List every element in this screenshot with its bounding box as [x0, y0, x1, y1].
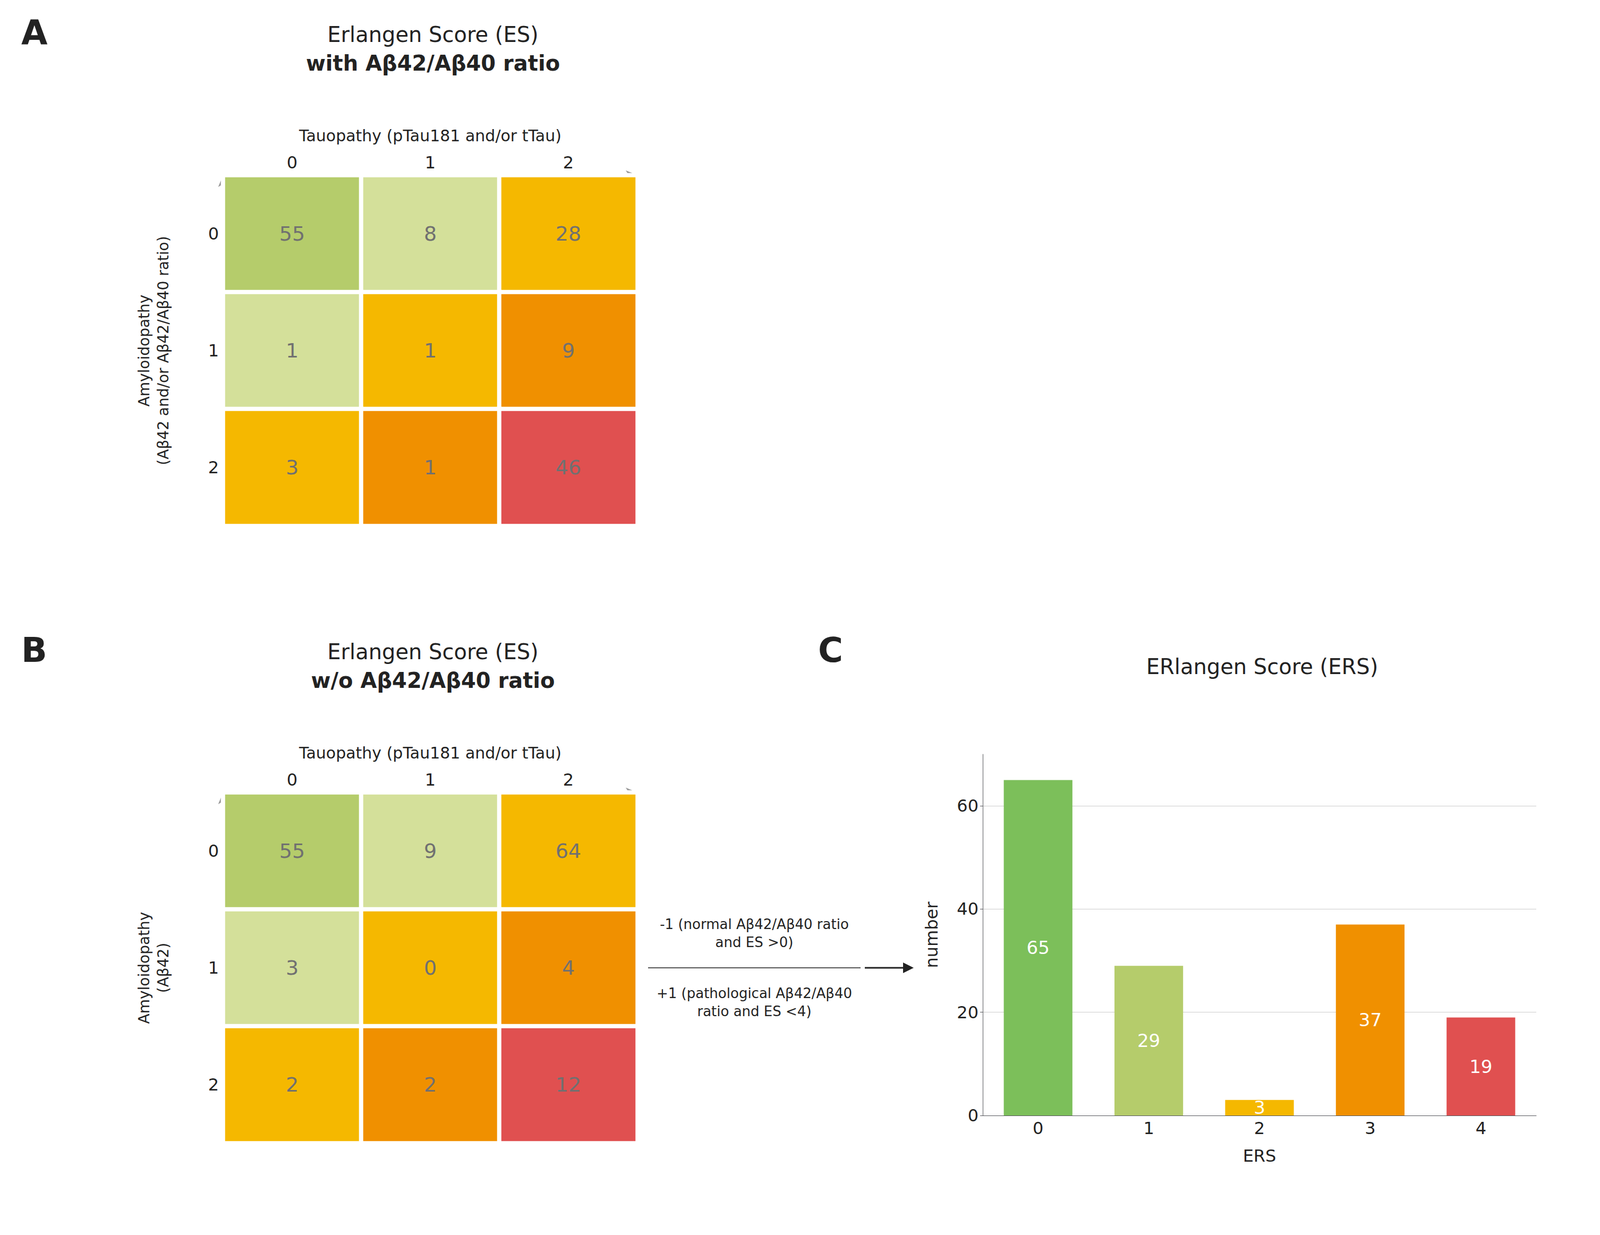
svg-text:(Aβ42): (Aβ42) — [154, 942, 173, 994]
svg-text:1: 1 — [423, 338, 437, 363]
svg-text:Erlangen Score (ES): Erlangen Score (ES) — [327, 22, 539, 47]
svg-text:20: 20 — [956, 1002, 979, 1023]
svg-text:40: 40 — [956, 898, 979, 919]
svg-text:8: 8 — [423, 222, 437, 246]
svg-text:Amyloidopathy: Amyloidopathy — [135, 912, 153, 1025]
svg-text:46: 46 — [555, 455, 582, 480]
svg-text:1: 1 — [424, 769, 436, 790]
svg-text:w/o Aβ42/Aβ40 ratio: w/o Aβ42/Aβ40 ratio — [310, 668, 555, 693]
svg-text:0: 0 — [208, 223, 219, 244]
svg-text:28: 28 — [555, 222, 582, 246]
svg-text:3: 3 — [1364, 1118, 1376, 1139]
svg-text:ratio and ES <4): ratio and ES <4) — [696, 1003, 812, 1020]
svg-text:60: 60 — [956, 795, 979, 816]
svg-text:1: 1 — [1143, 1118, 1154, 1139]
svg-text:Amyloidopathy: Amyloidopathy — [135, 294, 153, 407]
svg-text:12: 12 — [555, 1073, 582, 1097]
svg-text:A: A — [21, 13, 48, 53]
svg-text:9: 9 — [423, 839, 437, 863]
svg-text:1: 1 — [285, 338, 299, 363]
svg-text:1: 1 — [424, 152, 436, 173]
svg-text:+1 (pathological Aβ42/Aβ40: +1 (pathological Aβ42/Aβ40 — [656, 985, 853, 1002]
svg-text:55: 55 — [279, 839, 305, 863]
svg-text:-1 (normal Aβ42/Aβ40 ratio: -1 (normal Aβ42/Aβ40 ratio — [659, 916, 849, 933]
svg-text:0: 0 — [286, 152, 298, 173]
svg-text:4: 4 — [562, 956, 575, 980]
svg-text:2: 2 — [563, 769, 574, 790]
svg-text:19: 19 — [1469, 1056, 1493, 1078]
svg-text:2: 2 — [423, 1073, 437, 1097]
svg-text:0: 0 — [286, 769, 298, 790]
svg-text:3: 3 — [285, 455, 299, 480]
svg-text:3: 3 — [1253, 1096, 1266, 1119]
svg-text:0: 0 — [967, 1105, 979, 1126]
svg-text:(Aβ42 and/or Aβ42/Aβ40 ratio): (Aβ42 and/or Aβ42/Aβ40 ratio) — [154, 235, 173, 465]
svg-text:and ES >0): and ES >0) — [715, 934, 794, 951]
svg-text:number: number — [921, 901, 942, 969]
svg-text:ERS: ERS — [1243, 1145, 1277, 1167]
svg-text:2: 2 — [1254, 1118, 1265, 1139]
svg-text:37: 37 — [1358, 1009, 1382, 1031]
svg-text:2: 2 — [208, 1074, 219, 1095]
svg-text:29: 29 — [1137, 1030, 1161, 1052]
svg-text:0: 0 — [423, 956, 437, 980]
svg-text:with Aβ42/Aβ40 ratio: with Aβ42/Aβ40 ratio — [305, 50, 560, 76]
svg-text:C: C — [818, 630, 844, 670]
svg-text:B: B — [21, 630, 48, 670]
svg-text:1: 1 — [423, 455, 437, 480]
svg-text:3: 3 — [285, 956, 299, 980]
svg-text:Tauopathy (pTau181 and/or tTau: Tauopathy (pTau181 and/or tTau) — [298, 126, 562, 146]
svg-text:Erlangen Score (ES): Erlangen Score (ES) — [327, 639, 539, 665]
svg-text:4: 4 — [1475, 1118, 1487, 1139]
svg-text:2: 2 — [563, 152, 574, 173]
svg-text:9: 9 — [562, 338, 575, 363]
svg-text:0: 0 — [1032, 1118, 1044, 1139]
svg-text:55: 55 — [279, 222, 305, 246]
svg-text:65: 65 — [1026, 937, 1050, 959]
svg-text:1: 1 — [208, 957, 219, 978]
svg-text:Tauopathy (pTau181 and/or tTau: Tauopathy (pTau181 and/or tTau) — [298, 743, 562, 763]
svg-text:2: 2 — [208, 457, 219, 478]
svg-text:ERlangen Score (ERS): ERlangen Score (ERS) — [1146, 654, 1379, 679]
svg-text:64: 64 — [555, 839, 582, 863]
svg-text:0: 0 — [208, 840, 219, 862]
svg-text:2: 2 — [285, 1073, 299, 1097]
svg-text:1: 1 — [208, 340, 219, 361]
